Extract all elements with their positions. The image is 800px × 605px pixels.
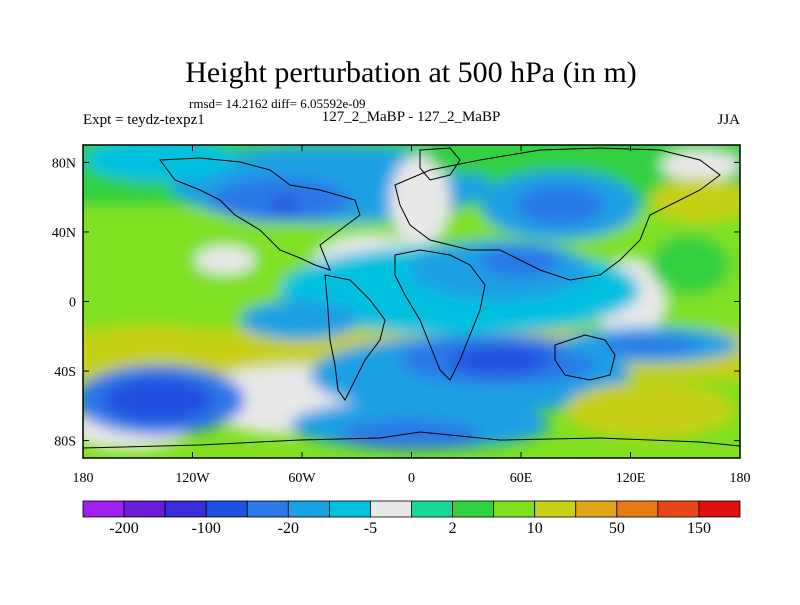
colorbar-swatch [698, 500, 741, 518]
colorbar-swatch [82, 500, 125, 518]
colorbar-swatch [493, 500, 536, 518]
field-region [660, 150, 740, 180]
field-region [650, 178, 740, 222]
season-label: JJA [717, 112, 740, 128]
colorbar-swatch [328, 500, 371, 518]
stats-text: rmsd= 14.2162 diff= 6.05592e-09 [189, 96, 366, 111]
field-region [83, 325, 230, 375]
coastline-north-america [159, 157, 361, 271]
y-tick-label: 0 [69, 296, 76, 311]
colorbar-label: 2 [449, 520, 457, 537]
colorbar-swatch [370, 500, 412, 518]
colorbar-swatch [164, 500, 207, 518]
comparison-label: 127_2_MaBP - 127_2_MaBP [322, 109, 501, 125]
y-tick-label: 40S [54, 365, 76, 380]
x-tick-label: 120E [616, 471, 646, 486]
y-tick-label: 80N [52, 156, 76, 171]
colorbar-swatch [657, 500, 700, 518]
colorbar-swatch [123, 500, 166, 518]
coastline-antarctica [83, 431, 740, 449]
field-region [515, 185, 605, 225]
colorbar-swatch [246, 500, 289, 518]
coastline-australia [554, 334, 616, 381]
x-tick-label: 0 [408, 471, 415, 486]
field-region [85, 145, 235, 182]
field-region [600, 336, 700, 354]
y-tick-label: 80S [54, 435, 76, 450]
field-region [103, 378, 213, 422]
field-region [340, 420, 480, 450]
x-tick-label: 180 [730, 471, 751, 486]
chart-title: Height perturbation at 500 hPa (in m) [185, 56, 637, 89]
colorbar-label: -5 [364, 520, 377, 537]
colorbar-swatch [411, 500, 453, 518]
colorbar-swatch [616, 500, 659, 518]
coastlines [83, 147, 740, 449]
colorbar-label: -200 [109, 520, 138, 537]
colorbar-swatch [287, 500, 330, 518]
field-region [650, 235, 730, 295]
map-field [83, 145, 740, 458]
x-tick-label: 120W [175, 471, 210, 486]
field-region [390, 155, 450, 245]
x-tick-label: 60E [510, 471, 533, 486]
field-region [430, 145, 510, 175]
x-tick-label: 60W [288, 471, 316, 486]
field-region [450, 346, 550, 374]
field-region [240, 300, 360, 340]
coastline-eurasia [394, 147, 721, 281]
coastline-africa [394, 249, 486, 381]
experiment-label: Expt = teydz-texpz1 [83, 112, 205, 128]
colorbar-swatch [575, 500, 618, 518]
colorbar-label: -100 [192, 520, 221, 537]
colorbar: -200 -100 -20 -5 2 10 50 150 [82, 500, 741, 537]
colorbar-swatch [534, 500, 577, 518]
x-tick-label: 180 [73, 471, 94, 486]
colorbar-swatch [205, 500, 248, 518]
colorbar-label: 10 [527, 520, 543, 537]
x-axis: 180 120W 60W 0 60E 120E 180 [73, 145, 751, 486]
y-axis: 80N 40N 0 40S 80S [52, 156, 740, 450]
coastline-south-america [324, 274, 386, 401]
colorbar-swatch [452, 500, 495, 518]
field-region [195, 246, 255, 274]
height-field [83, 145, 740, 450]
colorbar-label: 50 [609, 520, 625, 537]
field-region [270, 198, 300, 212]
field-region [565, 382, 735, 438]
colorbar-label: -20 [278, 520, 299, 537]
coastline-greenland [419, 147, 461, 181]
colorbar-label: 150 [687, 520, 711, 537]
y-tick-label: 40N [52, 226, 76, 241]
